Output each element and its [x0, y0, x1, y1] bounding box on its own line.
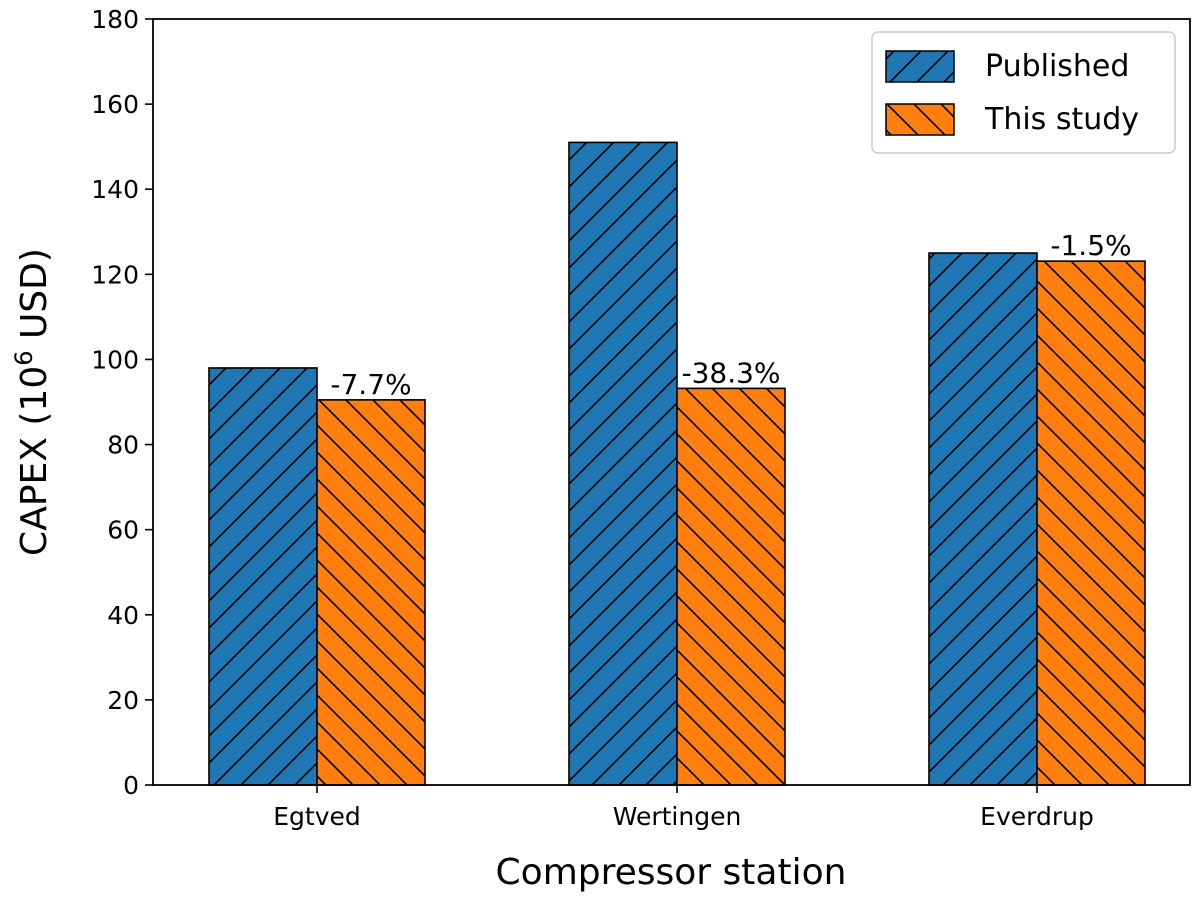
x-axis: Egtved Wertingen Everdrup	[273, 785, 1094, 831]
x-tick-label-egtved: Egtved	[273, 802, 361, 831]
bar-labels-group: -7.7% -38.3% -1.5%	[330, 229, 1131, 401]
bar-published-egtved	[208, 367, 318, 786]
x-axis-title: Compressor station	[496, 852, 847, 893]
bar-this-study-wertingen	[676, 387, 786, 786]
bar-published-everdrup	[928, 252, 1038, 786]
bar-label-wertingen: -38.3%	[681, 356, 780, 389]
y-tick-label: 20	[107, 686, 139, 715]
legend-label-published: Published	[985, 49, 1129, 84]
bar-this-study-egtved	[316, 399, 426, 786]
bars-group	[208, 141, 1146, 786]
y-axis-title-tail: USD)	[14, 248, 55, 350]
y-axis-title: CAPEX (106 USD)	[10, 248, 55, 556]
y-tick-label: 120	[91, 260, 139, 289]
x-tick-label-everdrup: Everdrup	[980, 802, 1094, 831]
y-tick-label: 60	[107, 516, 139, 545]
legend-swatch-this-study	[885, 103, 955, 136]
y-tick-label: 40	[107, 601, 139, 630]
legend: Published This study	[871, 31, 1176, 154]
y-tick-label: 0	[123, 771, 139, 800]
bar-label-everdrup: -1.5%	[1050, 229, 1131, 262]
legend-swatch-published	[885, 50, 955, 83]
y-tick-label: 160	[91, 90, 139, 119]
y-tick-label: 100	[91, 345, 139, 374]
bar-published-wertingen	[568, 141, 678, 786]
y-tick-label: 180	[91, 5, 139, 34]
legend-label-this-study: This study	[984, 102, 1139, 137]
y-axis: 0 20 40 60 80 100 120 140 160 180	[91, 5, 153, 800]
y-axis-title-sup: 6	[10, 350, 38, 365]
y-axis-title-main: CAPEX (10	[14, 366, 55, 556]
y-tick-label: 80	[107, 431, 139, 460]
bar-label-egtved: -7.7%	[330, 368, 411, 401]
bar-this-study-everdrup	[1036, 260, 1146, 786]
plot-frame	[152, 18, 1191, 786]
y-tick-label: 140	[91, 175, 139, 204]
x-tick-label-wertingen: Wertingen	[613, 802, 742, 831]
